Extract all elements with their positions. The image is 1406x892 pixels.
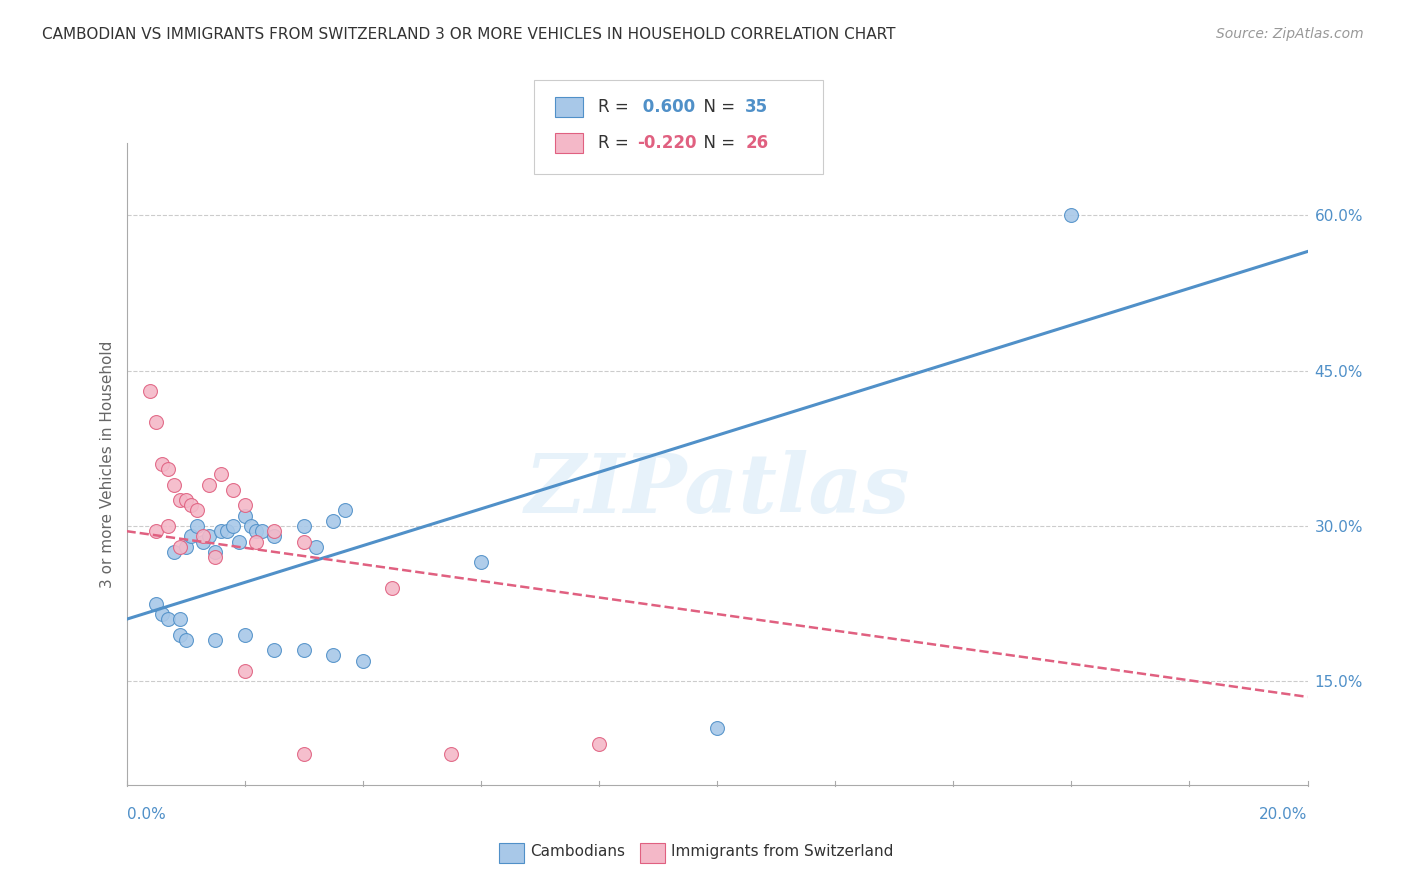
Point [156, 462, 179, 476]
Point [233, 498, 256, 512]
Point [198, 529, 221, 543]
Point [174, 493, 197, 508]
Text: 0.0%: 0.0% [127, 807, 166, 822]
Point [169, 628, 191, 642]
Point [233, 664, 256, 678]
Point [156, 612, 179, 626]
Point [145, 597, 167, 611]
Point [252, 524, 274, 538]
Text: R =: R = [598, 98, 634, 116]
Point [198, 477, 221, 491]
Point [150, 457, 173, 471]
Text: 26: 26 [745, 134, 768, 152]
Point [440, 747, 463, 761]
Point [228, 534, 250, 549]
Text: 0.600: 0.600 [637, 98, 695, 116]
Text: N =: N = [693, 134, 741, 152]
Point [180, 498, 202, 512]
Point [292, 643, 315, 657]
Point [150, 607, 173, 621]
Point [233, 508, 256, 523]
Point [263, 643, 285, 657]
Point [169, 612, 191, 626]
Point [233, 628, 256, 642]
Point [145, 416, 167, 430]
Point [186, 519, 208, 533]
Point [322, 514, 344, 528]
Point [239, 519, 262, 533]
Point [292, 534, 315, 549]
Text: 35: 35 [745, 98, 768, 116]
Point [381, 581, 404, 595]
Point [322, 648, 344, 663]
Point [333, 503, 356, 517]
Text: Source: ZipAtlas.com: Source: ZipAtlas.com [1216, 27, 1364, 41]
Point [1060, 208, 1083, 222]
Point [174, 632, 197, 647]
Point [174, 540, 197, 554]
Text: ZIPatlas: ZIPatlas [524, 450, 910, 530]
Point [193, 529, 215, 543]
Point [588, 737, 610, 751]
Point [169, 493, 191, 508]
Text: 20.0%: 20.0% [1260, 807, 1308, 822]
Point [292, 519, 315, 533]
Point [139, 384, 162, 399]
Point [156, 519, 179, 533]
Text: Cambodians: Cambodians [530, 845, 626, 859]
Point [163, 477, 186, 491]
Point [263, 529, 285, 543]
Text: -0.220: -0.220 [637, 134, 696, 152]
Point [222, 483, 245, 497]
Y-axis label: 3 or more Vehicles in Household: 3 or more Vehicles in Household [100, 340, 115, 588]
Point [186, 503, 208, 517]
Point [245, 524, 267, 538]
Point [352, 654, 374, 668]
Point [204, 632, 226, 647]
Point [292, 747, 315, 761]
Point [145, 524, 167, 538]
Point [209, 467, 232, 482]
Point [180, 529, 202, 543]
Point [215, 524, 238, 538]
Text: R =: R = [598, 134, 634, 152]
Point [169, 540, 191, 554]
Point [304, 540, 326, 554]
Point [193, 534, 215, 549]
Point [209, 524, 232, 538]
Point [222, 519, 245, 533]
Point [245, 534, 267, 549]
Point [263, 524, 285, 538]
Point [163, 545, 186, 559]
Text: CAMBODIAN VS IMMIGRANTS FROM SWITZERLAND 3 OR MORE VEHICLES IN HOUSEHOLD CORRELA: CAMBODIAN VS IMMIGRANTS FROM SWITZERLAND… [42, 27, 896, 42]
Point [204, 550, 226, 565]
Text: N =: N = [693, 98, 741, 116]
Point [706, 721, 728, 735]
Point [204, 545, 226, 559]
Text: Immigrants from Switzerland: Immigrants from Switzerland [671, 845, 893, 859]
Point [470, 555, 492, 569]
